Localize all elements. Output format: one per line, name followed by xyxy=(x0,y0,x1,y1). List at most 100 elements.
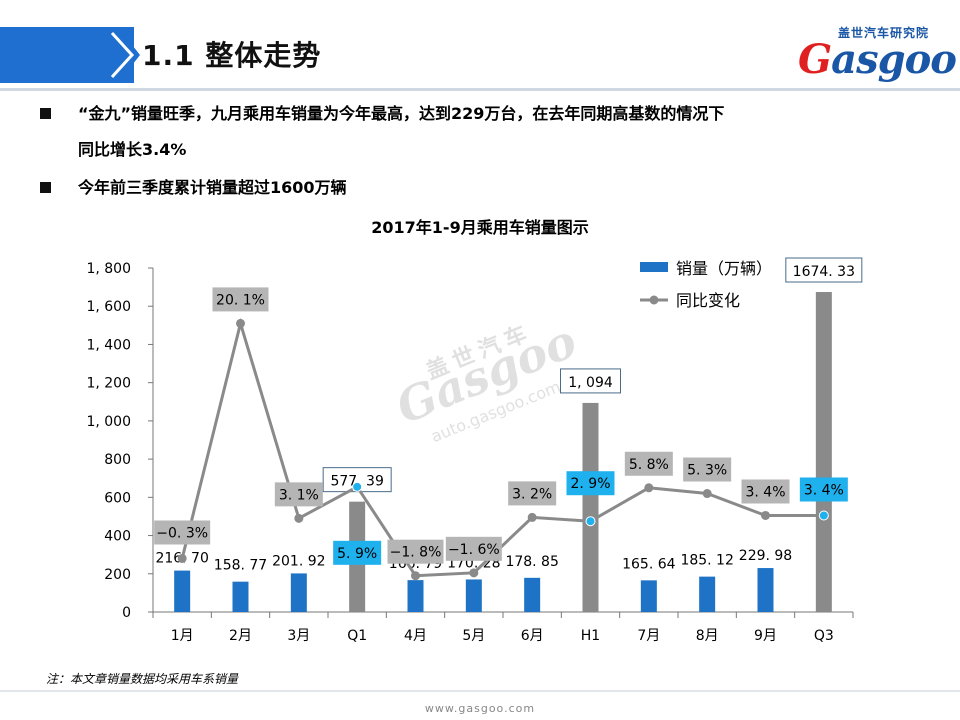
page-title: 1.1 整体走势 xyxy=(142,39,322,72)
yoy-label-box xyxy=(624,451,673,476)
x-tick-label: Q1 xyxy=(347,628,367,644)
legend-bar-swatch xyxy=(640,262,668,272)
yoy-value-label: 5. 3% xyxy=(687,463,727,479)
bullet-2-line1: 今年前三季度累计销量超过1600万辆 xyxy=(78,178,347,197)
yoy-value-label: 3. 4% xyxy=(745,484,785,500)
yoy-label-box xyxy=(212,287,269,312)
y-tick-label: 1, 200 xyxy=(86,376,131,392)
yoy-value-label: −0. 3% xyxy=(156,525,208,541)
yoy-point xyxy=(761,510,770,520)
yoy-point xyxy=(585,516,596,527)
sales-bar xyxy=(582,402,599,612)
yoy-value-label: 20. 1% xyxy=(216,292,265,308)
sales-bar xyxy=(290,573,307,612)
sales-bar xyxy=(757,568,774,612)
gasgoo-logo: 盖世汽车研究院 Gasgoo xyxy=(790,22,957,83)
yoy-point xyxy=(177,553,187,563)
y-tick-label: 1, 000 xyxy=(86,414,131,430)
yoy-point xyxy=(702,489,712,499)
yoy-label-box xyxy=(154,520,211,545)
bar-value-label: 1674. 33 xyxy=(793,264,855,280)
legend-line-marker xyxy=(649,295,659,305)
yoy-value-label: 3. 4% xyxy=(804,482,844,498)
x-tick-label: 1月 xyxy=(171,628,194,644)
footnote: 注：本文章销量数据均采用车系销量 xyxy=(46,672,239,686)
yoy-value-label: 3. 2% xyxy=(512,486,552,502)
cumulative-label-box xyxy=(560,368,621,394)
sales-bar xyxy=(815,292,832,612)
sales-bar xyxy=(699,576,716,612)
y-tick-label: 600 xyxy=(104,490,131,506)
sales-bar xyxy=(465,579,482,612)
sales-bar xyxy=(407,580,424,612)
bar-value-label: 229. 98 xyxy=(739,548,792,564)
yoy-point xyxy=(294,513,304,523)
bar-value-label: 201. 92 xyxy=(272,553,325,569)
sales-bar xyxy=(640,580,657,612)
footer-divider xyxy=(0,690,960,692)
chart-title: 2017年1-9月乘用车销量图示 xyxy=(371,218,589,237)
bullet-square-icon xyxy=(40,108,51,119)
x-tick-label: Q3 xyxy=(814,628,834,644)
yoy-label-box xyxy=(799,477,848,502)
cumulative-label-box xyxy=(785,257,863,283)
cumulative-label-box xyxy=(322,467,392,493)
x-tick-label: 2月 xyxy=(229,628,252,644)
y-tick-label: 1, 400 xyxy=(86,337,131,353)
yoy-value-label: 5. 8% xyxy=(629,457,669,473)
yoy-point xyxy=(818,510,829,521)
yoy-value-label: −1. 6% xyxy=(448,542,500,558)
x-tick-label: 6月 xyxy=(521,628,544,644)
yoy-point xyxy=(236,318,245,328)
bar-value-label: 185. 12 xyxy=(680,553,733,569)
x-tick-label: 5月 xyxy=(462,628,485,644)
x-tick-label: 3月 xyxy=(287,628,310,644)
bar-value-label: 1, 094 xyxy=(568,375,613,391)
yoy-point xyxy=(411,571,420,581)
footer-url: www.gasgoo.com xyxy=(424,702,536,715)
yoy-label-box xyxy=(566,471,615,496)
y-tick-label: 200 xyxy=(104,567,131,583)
bar-value-label: 158. 77 xyxy=(214,558,267,574)
yoy-point xyxy=(527,512,537,522)
bar-value-label: 178. 85 xyxy=(505,554,558,570)
yoy-label-box xyxy=(274,482,323,507)
legend-bar-label: 销量（万辆） xyxy=(676,259,772,278)
bullet-1-line2: 同比增长3.4% xyxy=(78,140,187,159)
y-tick-label: 1, 600 xyxy=(86,299,131,315)
yoy-label-box xyxy=(741,479,790,504)
bar-value-label: 577. 39 xyxy=(330,474,383,490)
sales-bar xyxy=(174,570,191,612)
yoy-value-label: 3. 1% xyxy=(279,487,319,503)
y-tick-label: 400 xyxy=(104,529,131,545)
bullet-1-line1: “金九”销量旺季，九月乘用车销量为今年最高，达到229万台，在去年同期高基数的情… xyxy=(78,104,725,123)
x-tick-label: 7月 xyxy=(637,628,660,644)
logo-en-text: Gasgoo xyxy=(798,36,957,83)
yoy-label-box xyxy=(333,540,382,565)
x-tick-label: 9月 xyxy=(754,628,777,644)
y-tick-label: 0 xyxy=(122,605,131,621)
yoy-point xyxy=(644,483,654,493)
bar-value-label: 165. 64 xyxy=(622,556,676,572)
yoy-point xyxy=(469,568,479,578)
sales-bar xyxy=(524,577,541,612)
yoy-point xyxy=(352,481,363,492)
yoy-value-label: 2. 9% xyxy=(570,476,610,492)
yoy-label-box xyxy=(445,536,502,561)
y-tick-label: 800 xyxy=(104,452,131,468)
yoy-label-box xyxy=(387,539,444,564)
title-chevron-icon xyxy=(0,27,140,83)
yoy-label-box xyxy=(508,481,557,506)
yoy-label-box xyxy=(683,457,732,482)
x-tick-label: 8月 xyxy=(696,628,719,644)
legend-line-label: 同比变化 xyxy=(676,291,740,310)
y-tick-label: 1, 800 xyxy=(86,261,131,277)
header-divider xyxy=(0,88,960,91)
sales-bar xyxy=(232,581,249,612)
x-tick-label: H1 xyxy=(581,628,600,644)
yoy-value-label: 5. 9% xyxy=(337,546,377,562)
logo-cn-text: 盖世汽车研究院 xyxy=(838,26,930,40)
bullet-square-icon xyxy=(40,182,51,193)
x-tick-label: 4月 xyxy=(404,628,427,644)
